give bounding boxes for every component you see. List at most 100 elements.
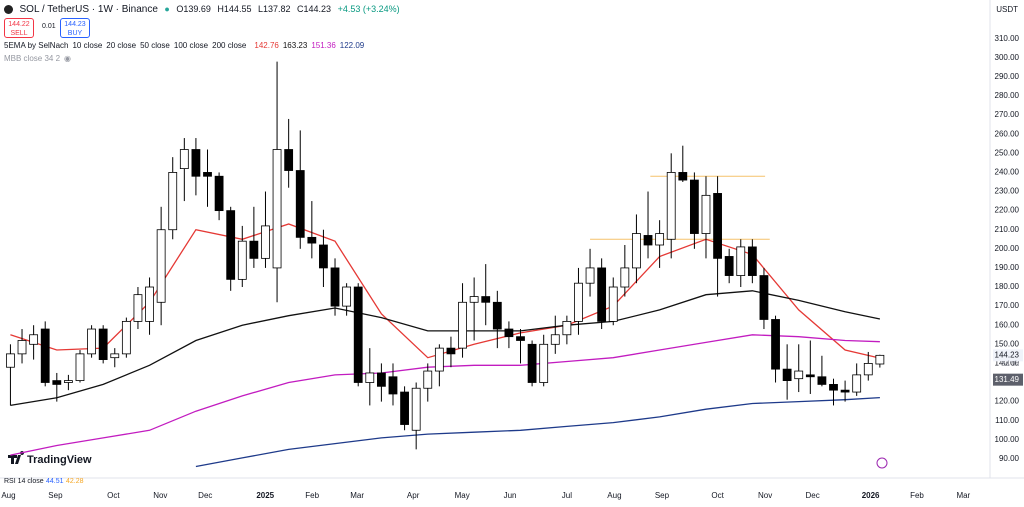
candle-body [875, 354, 885, 365]
indicator-input: 200 close [212, 41, 247, 50]
candle-body [643, 235, 653, 246]
candle-body [29, 334, 39, 345]
y-tick-label: 260.00 [995, 129, 1020, 138]
x-tick-label: Sep [48, 491, 63, 500]
candle-body [156, 229, 166, 303]
y-tick-label: 300.00 [995, 53, 1020, 62]
candle-body [736, 246, 746, 276]
eye-icon[interactable]: ◉ [64, 54, 72, 63]
x-tick-label: Mar [956, 491, 970, 500]
candle-body [458, 301, 467, 349]
spread: 0.01 [42, 23, 56, 30]
candle-body [527, 343, 537, 383]
rsi-value: 42.28 [66, 478, 84, 485]
candle-body [759, 275, 769, 320]
candle-body [620, 267, 630, 288]
candle-body [365, 372, 375, 383]
candle-body [771, 319, 780, 370]
candle-body [203, 172, 212, 177]
y-tick-label: 310.00 [995, 34, 1020, 43]
candle-body [678, 172, 688, 181]
ema-line [195, 396, 880, 468]
candle-body [226, 210, 236, 280]
y-tick-label: 250.00 [995, 148, 1020, 157]
y-tick-label: 230.00 [995, 187, 1020, 196]
candle-body [701, 194, 711, 234]
logo: TradingView [8, 451, 92, 466]
buy-price: 144.23 [64, 21, 86, 28]
candle-body [655, 233, 665, 246]
candle-body [52, 380, 62, 385]
candle-body [376, 372, 386, 387]
indicator-inputs: 10 close 20 close 50 close 100 close 200 clo… [72, 41, 250, 50]
candle-body [516, 336, 525, 341]
indicator-input: 20 close [106, 41, 137, 50]
candle-body [840, 389, 850, 393]
candle-body [121, 320, 131, 355]
candle-body [319, 244, 328, 269]
candle-body [481, 296, 491, 303]
alert-icon[interactable] [876, 457, 888, 469]
y-tick-label: 160.00 [995, 320, 1020, 329]
high: H144.55 [217, 4, 252, 14]
low: L137.82 [257, 4, 291, 14]
x-tick-label: Nov [758, 491, 772, 500]
logo-text: TradingView [27, 454, 92, 466]
candle-body [666, 172, 676, 240]
candle-body [805, 374, 815, 378]
x-tick-label: Dec [806, 491, 820, 500]
x-tick-label: Aug [1, 491, 15, 500]
indicator-row: 5EMA by SelNach 10 close 20 close 50 close 1… [4, 41, 372, 50]
y-tick-label: 240.00 [995, 168, 1020, 177]
indicator-value: 151.36 [311, 41, 336, 50]
y-tick-label: 190.00 [995, 263, 1020, 272]
x-tick-label: Mar [350, 491, 364, 500]
indicator-title[interactable]: MBB close 34 2 [4, 54, 61, 63]
candle-body [747, 246, 757, 276]
buy-button[interactable]: 144.23 BUY [60, 18, 90, 38]
x-tick-label: May [455, 491, 470, 500]
sell-button[interactable]: 144.22 SELL [4, 18, 34, 38]
candle-body [330, 267, 340, 307]
candle-body [214, 175, 224, 212]
y-tick-label: 140.00 [995, 359, 1020, 368]
indicator-input: 10 close [72, 41, 103, 50]
indicator-title[interactable]: 5EMA by SelNach [4, 41, 69, 50]
candle-body [284, 149, 294, 171]
candle-body [585, 267, 595, 284]
x-tick-label: Jul [562, 491, 572, 500]
currency[interactable]: USDT [996, 5, 1018, 14]
candle-body [133, 294, 143, 322]
candle-body [17, 340, 27, 355]
x-tick-label: Apr [407, 491, 420, 500]
symbol[interactable]: SOL / TetherUS · 1W · Binance [19, 4, 158, 15]
candle-body [400, 391, 409, 425]
y-tick-label: 200.00 [995, 244, 1020, 253]
candle-body [829, 384, 838, 391]
x-tick-label: Dec [198, 491, 212, 500]
x-tick-label: Aug [607, 491, 621, 500]
ema-line [10, 290, 881, 407]
candle-body [342, 286, 352, 307]
price-tag: 144.23 [995, 350, 1020, 359]
candle-body [446, 347, 456, 355]
y-tick-label: 280.00 [995, 91, 1020, 100]
candle-body [307, 236, 317, 244]
y-tick-label: 210.00 [995, 225, 1020, 234]
candle-body [423, 370, 433, 389]
candle-body [110, 353, 120, 359]
candle-body [168, 172, 178, 231]
x-tick-label: Jun [504, 491, 517, 500]
y-tick-label: 90.00 [999, 454, 1020, 463]
price-tag-box [993, 373, 1023, 386]
candle-body [388, 376, 398, 395]
candle-body [411, 387, 421, 431]
y-tick-label: 220.00 [995, 206, 1020, 215]
candle-body [562, 320, 572, 336]
indicator-row: MBB close 34 2 ◉ [4, 54, 75, 63]
indicator-value: 142.76 [254, 41, 279, 50]
candle-body [98, 328, 108, 360]
candle-body [6, 353, 15, 368]
candle-body [794, 370, 804, 380]
